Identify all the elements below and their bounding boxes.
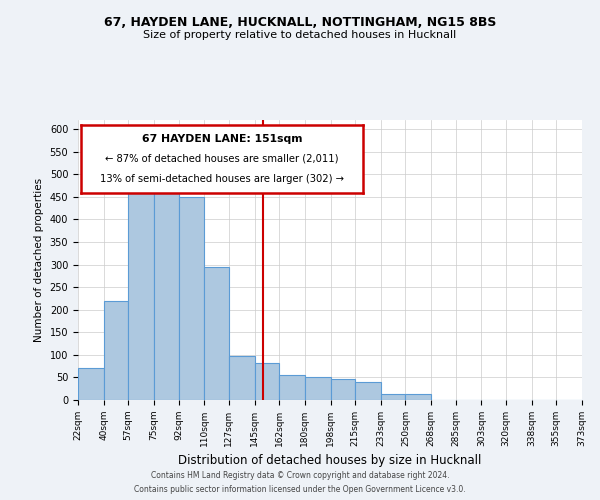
Bar [128,186,154,400]
Text: 13% of semi-detached houses are larger (302) →: 13% of semi-detached houses are larger (… [100,174,344,184]
Text: ← 87% of detached houses are smaller (2,011): ← 87% of detached houses are smaller (2,… [105,154,339,164]
Bar [154,183,179,400]
Bar [104,300,128,400]
Text: Size of property relative to detached houses in Hucknall: Size of property relative to detached ho… [143,30,457,40]
Bar [254,363,279,400]
Bar [406,394,431,400]
Bar [279,375,305,400]
Bar [229,356,254,400]
Bar [78,368,104,400]
Bar [305,376,331,400]
Text: 67, HAYDEN LANE, HUCKNALL, NOTTINGHAM, NG15 8BS: 67, HAYDEN LANE, HUCKNALL, NOTTINGHAM, N… [104,16,496,29]
Bar [381,394,406,400]
Bar [205,267,229,400]
X-axis label: Distribution of detached houses by size in Hucknall: Distribution of detached houses by size … [178,454,482,468]
Bar [179,197,205,400]
Text: Contains public sector information licensed under the Open Government Licence v3: Contains public sector information licen… [134,484,466,494]
Y-axis label: Number of detached properties: Number of detached properties [34,178,44,342]
Bar [355,382,381,400]
Text: 67 HAYDEN LANE: 151sqm: 67 HAYDEN LANE: 151sqm [142,134,302,143]
Bar [331,379,355,400]
Text: Contains HM Land Registry data © Crown copyright and database right 2024.: Contains HM Land Registry data © Crown c… [151,472,449,480]
